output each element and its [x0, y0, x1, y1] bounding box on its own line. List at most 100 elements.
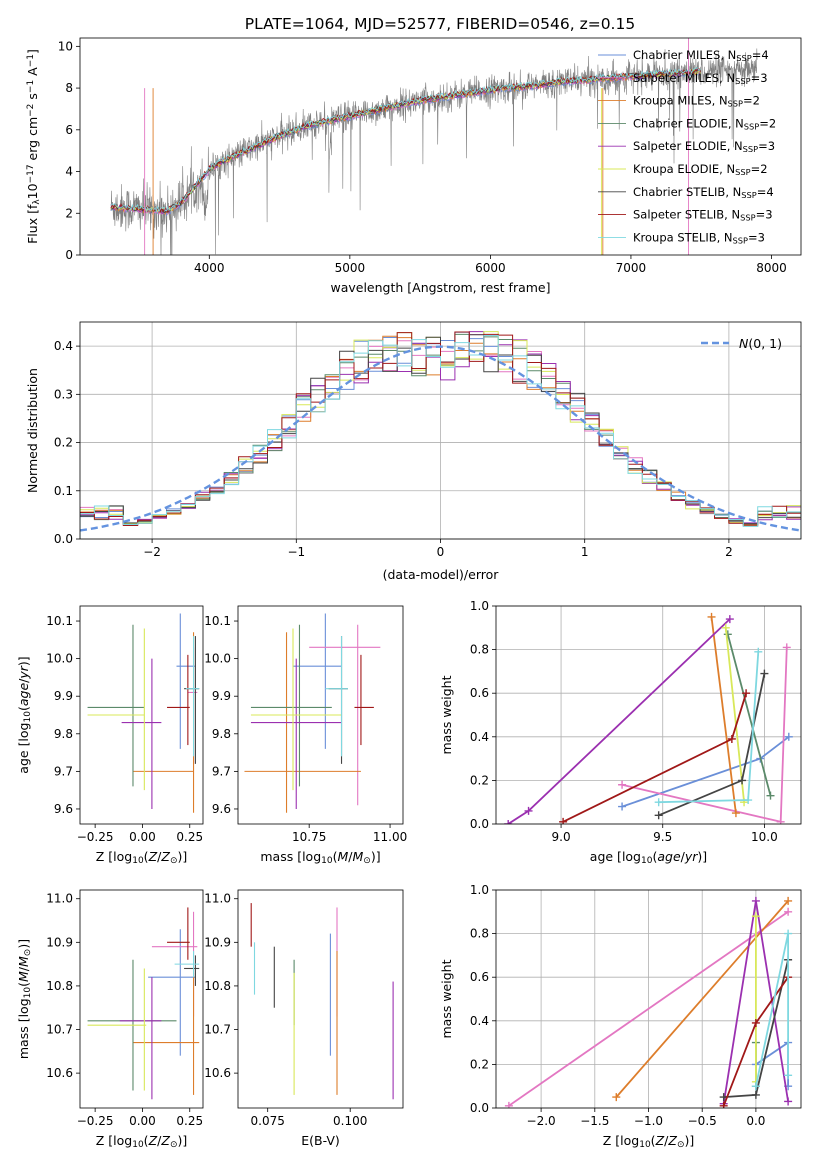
- errorbar-salpeter-elodie: [250, 658, 342, 809]
- label-part: yr: [684, 849, 698, 864]
- y-tick-label: 0.2: [470, 1057, 489, 1071]
- label-part: ): [16, 661, 31, 666]
- spectrum-chart: 4000 5000 6000 7000 8000 0 2 4 6 8 10 wavelength [A…: [25, 37, 802, 295]
- weight-series-kroupa-stelib: [751, 929, 793, 1091]
- label-part: ⊙: [170, 1140, 178, 1150]
- errorbar-chabrier-elodie: [250, 624, 332, 787]
- age_vs_Z-chart: −0.25 0.00 0.259.69.79.89.910.010.1Z [log1…: [16, 605, 204, 866]
- mass_vs_Z-plot-area: [87, 907, 200, 1100]
- y-tick-label: 9.8: [54, 727, 73, 741]
- weight-series-chabrier-stelib: [719, 955, 793, 1102]
- weight_vs_age-chart: 9.0 9.5 10.0 0.0 0.2 0.4 0.6 0.8 1.0 age [log10(a…: [439, 599, 802, 866]
- errorbar-salpeter-elodie: [119, 977, 162, 1100]
- label-part: −1: [26, 80, 36, 93]
- spectrum-ylabel: Flux [fλ10−17 erg cm−2 s−1 A−1]: [25, 49, 42, 244]
- age_vs_Z-xlabel: Z [log10(Z/Z⊙)]: [96, 849, 188, 866]
- age_vs_Z-plot-area: [87, 613, 200, 813]
- label-part: mass [: [260, 849, 302, 864]
- label-part: 10: [639, 1140, 651, 1150]
- weight-marker: [776, 817, 785, 824]
- age_vs_mass-plot-area: [244, 613, 381, 813]
- x-tick-label: 11.00: [373, 830, 407, 844]
- y-tick-label: 2: [65, 206, 73, 220]
- weight-line: [508, 911, 789, 1107]
- weight_vs_age-xlabel: age [log10(age/yr)]: [590, 849, 707, 866]
- label-part: SSP: [728, 99, 743, 109]
- errorbar-kroupa-elodie: [87, 628, 145, 791]
- weight_vs_age-ylabel: mass weight: [439, 675, 454, 754]
- label-part: age [: [16, 742, 31, 774]
- label-part: N: [739, 336, 749, 351]
- weight-line: [710, 616, 737, 814]
- label-part: ⊙: [363, 856, 371, 866]
- label-part: Z: [160, 1133, 170, 1148]
- residuals-hist-kroupa-stelib: [80, 335, 801, 539]
- weight-marker: [618, 802, 627, 811]
- label-part: SSP: [741, 190, 756, 200]
- age_vs_Z-ylabel: age [log10(age/yr)]: [16, 656, 33, 773]
- y-tick-label: 0.6: [470, 970, 489, 984]
- label-part: =4: [757, 185, 774, 199]
- label-part: Z: [655, 1133, 665, 1148]
- residuals-plot-area: [80, 331, 801, 539]
- residuals-chart: −2 −1 0 1 2 0.0 0.1 0.2 0.3 0.4 (data-model)/error…: [25, 321, 802, 582]
- label-part: SSP: [740, 213, 755, 223]
- y-tick-label: 0.0: [470, 817, 489, 831]
- errorbar-chabrier-miles: [293, 613, 342, 749]
- label-part: A: [25, 67, 40, 80]
- label-part: =4: [752, 48, 769, 62]
- weight_vs_age-plot-area: [504, 612, 793, 824]
- weight-marker: [766, 791, 775, 800]
- weight-marker: [742, 689, 751, 698]
- axes-frame: [79, 37, 802, 256]
- y-tick-label: 10.6: [46, 1066, 73, 1080]
- y-tick-label: 0.4: [54, 339, 73, 353]
- weight-marker: [744, 796, 753, 805]
- weight-marker: [784, 732, 793, 741]
- label-part: Chabrier STELIB, N: [633, 185, 741, 199]
- weight-series-chabrier-miles: [618, 732, 793, 811]
- label-part: erg cm: [25, 117, 40, 165]
- weight-marker: [751, 912, 760, 921]
- figure-title: PLATE=1064, MJD=52577, FIBERID=0546, z=0…: [245, 15, 635, 33]
- weight-marker: [654, 798, 663, 807]
- x-tick-label: 9.5: [653, 830, 672, 844]
- legend-label-salpeter-stelib: Salpeter STELIB, NSSP=3: [633, 208, 773, 223]
- label-part: Z [: [96, 1133, 113, 1148]
- weight-series-chabrier-stelib: [654, 669, 769, 820]
- x-tick-label: 0.0: [746, 1114, 765, 1128]
- x-tick-label: −2: [143, 545, 161, 559]
- y-tick-label: 4: [65, 165, 73, 179]
- mass_vs_Z-xlabel: Z [log10(Z/Z⊙)]: [96, 1133, 188, 1150]
- weight-marker: [760, 669, 769, 678]
- y-tick-label: 11.0: [46, 892, 73, 906]
- label-part: λ: [32, 199, 42, 205]
- spectrum-model-kroupa-stelib: [110, 67, 701, 213]
- x-tick-label: 7000: [616, 261, 647, 275]
- label-part: /: [157, 849, 162, 864]
- label-part: 10: [132, 856, 144, 866]
- weight-marker: [784, 929, 793, 938]
- y-tick-label: 0: [65, 248, 73, 262]
- mass_vs_ebv-axes: 0.075 0.100 10.6 10.7 10.8 10.9 11.0: [204, 892, 367, 1128]
- label-part: SSP: [744, 121, 759, 131]
- y-tick-label: 9.7: [212, 764, 231, 778]
- y-tick-label: 10: [58, 39, 73, 53]
- x-tick-label: −0.25: [77, 830, 114, 844]
- legend-label-chabrier-elodie: Chabrier ELODIE, NSSP=2: [633, 116, 776, 131]
- weight-marker: [754, 647, 763, 656]
- y-tick-label: 0.8: [470, 643, 489, 657]
- label-part: ⊙: [170, 856, 178, 866]
- spectrum-axes: 4000 5000 6000 7000 8000 0 2 4 6 8 10: [58, 39, 787, 275]
- label-part: (: [16, 982, 31, 987]
- weight-marker: [524, 806, 533, 815]
- weight-marker: [707, 612, 716, 621]
- label-part: (: [144, 1133, 149, 1148]
- label-part: /: [16, 966, 31, 971]
- weight-series-kroupa-miles: [612, 896, 793, 1102]
- weight-marker: [725, 615, 734, 624]
- weight-marker: [784, 1071, 793, 1080]
- weight-marker: [782, 643, 791, 652]
- label-part: age: [16, 683, 31, 707]
